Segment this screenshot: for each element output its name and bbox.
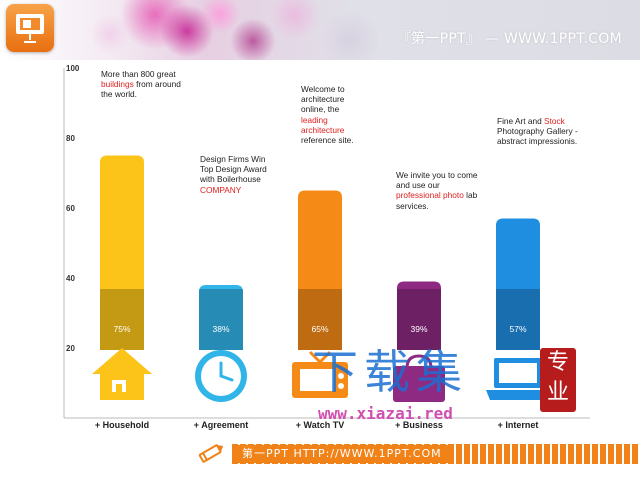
shopping-bag-icon (393, 354, 445, 402)
bar-shade (100, 289, 144, 350)
y-tick-label: 60 (66, 204, 75, 213)
category-label: + Household (95, 420, 149, 430)
category-label: + Agreement (194, 420, 248, 430)
bar (397, 281, 441, 350)
category-label: + Business (395, 420, 443, 430)
bar-value-label: 38% (212, 324, 229, 334)
bar-value-label: 75% (113, 324, 130, 334)
y-tick-label: 80 (66, 134, 75, 143)
annotation-agreement: Design Firms Win Top Design Award with B… (200, 154, 267, 195)
bar-shade (199, 289, 243, 350)
y-tick-label: 40 (66, 274, 75, 283)
y-tick-label: 100 (66, 64, 80, 73)
watermark-chinese-text: 下载集 (312, 345, 468, 399)
tv-icon (292, 350, 348, 398)
y-tick-label: 20 (66, 344, 75, 353)
pencil-icon (198, 444, 224, 463)
bar (298, 190, 342, 350)
annotation-watch-tv: Welcome to architecture online, the lead… (301, 84, 354, 146)
bar-value-label: 57% (509, 324, 526, 334)
header-banner: 『第一PPT』 — WWW.1PPT.COM (0, 0, 640, 60)
header-site-text: 『第一PPT』 — WWW.1PPT.COM (396, 31, 622, 47)
bar-shade (298, 289, 342, 350)
annotation-internet: Fine Art and Stock Photography Gallery -… (497, 116, 578, 147)
annotation-household: More than 800 great buildings from aroun… (101, 69, 181, 100)
bar-value-label: 39% (410, 324, 427, 334)
watermark-seal: 专业 (540, 348, 576, 412)
bars: 75% 38% 65% 39% 57% (100, 155, 540, 350)
bar (199, 285, 243, 350)
watermark-url: www.xiazai.red (318, 404, 453, 423)
category-icons (92, 348, 550, 402)
bar (100, 155, 144, 350)
house-icon (92, 348, 152, 400)
footer-text: 第一PPT HTTP://WWW.1PPT.COM (234, 445, 450, 463)
laptop-icon (486, 358, 550, 400)
category-label: + Watch TV (296, 420, 344, 430)
clock-icon (195, 350, 247, 402)
annotation-business: We invite you to come and use our profes… (396, 170, 478, 211)
bar-shade (397, 289, 441, 350)
presentation-icon (6, 4, 54, 52)
bar-shade (496, 289, 540, 350)
y-axis: 20 40 60 80 100 (63, 64, 590, 419)
bar (496, 218, 540, 350)
category-label: + Internet (498, 420, 539, 430)
category-labels: + Household + Agreement + Watch TV + Busine… (95, 420, 539, 430)
bar-value-label: 65% (311, 324, 328, 334)
